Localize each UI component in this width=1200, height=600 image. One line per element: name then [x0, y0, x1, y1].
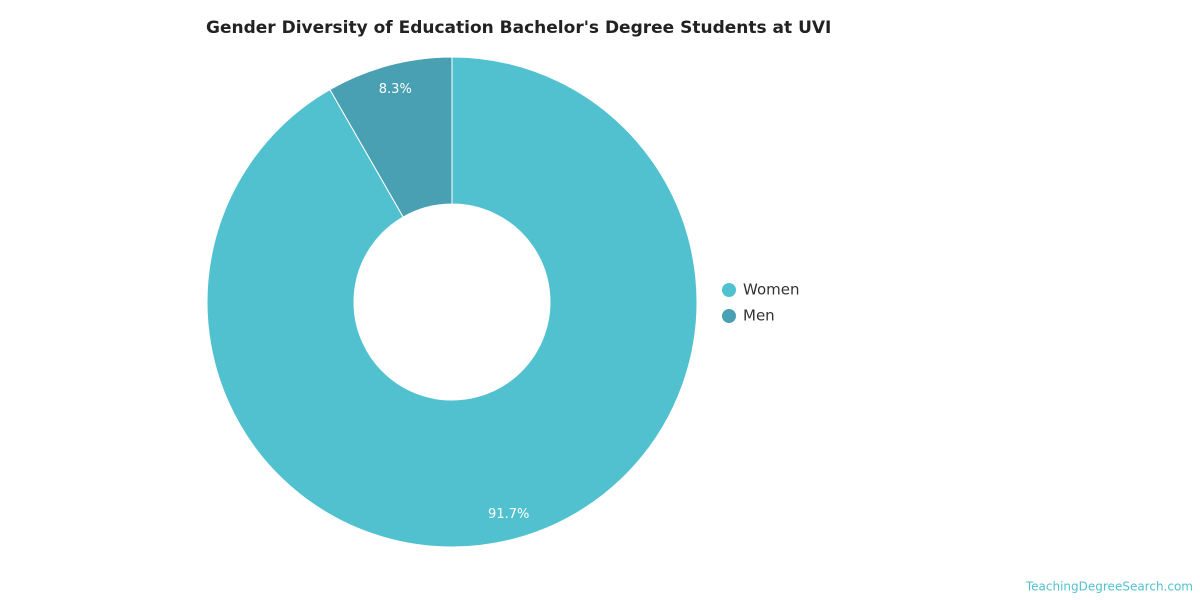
data-label: 8.3%: [379, 82, 412, 97]
legend-label: Men: [743, 307, 775, 325]
data-label: 91.7%: [488, 507, 529, 522]
donut-segment: [206, 56, 698, 548]
chart-title: Gender Diversity of Education Bachelor's…: [206, 18, 831, 38]
donut-segment: [329, 56, 453, 218]
legend-label: Women: [743, 281, 799, 299]
legend-marker: [722, 309, 736, 323]
legend-marker: [722, 283, 736, 297]
credit: TeachingDegreeSearch.com: [1025, 580, 1193, 594]
